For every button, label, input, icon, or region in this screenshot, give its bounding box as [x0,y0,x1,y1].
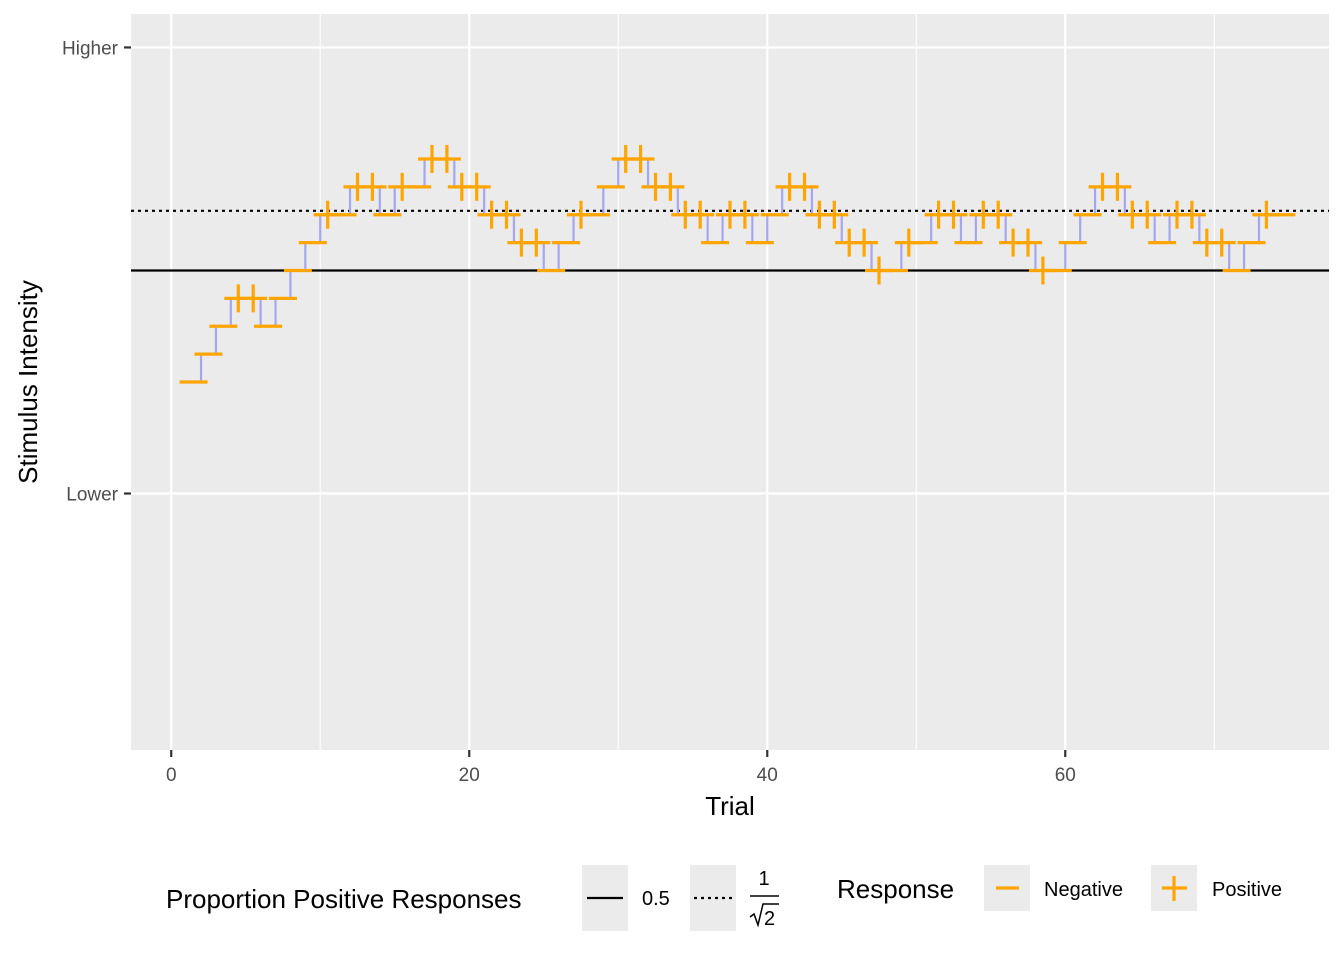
legend-dotted-radicand: 2 [764,908,775,930]
positive-response-mark [239,284,268,313]
x-axis-title: Trial [705,791,755,821]
plot-panel [131,14,1329,750]
minor-gridlines [319,14,1215,750]
reference-lines [131,209,1329,272]
positive-response-mark [984,200,1013,229]
positive-response-mark [492,200,521,229]
y-tick-label: Higher [62,38,119,59]
positive-response-mark [730,200,759,229]
major-gridlines [131,14,1329,750]
positive-response-mark [1133,200,1162,229]
positive-response-mark [1177,200,1206,229]
y-tick-label: Lower [66,485,118,506]
x-tick-label: 0 [166,765,177,786]
x-tick-label: 20 [459,765,480,786]
y-axis: Lower Higher [62,38,131,506]
legend-proportion-title: Proportion Positive Responses [166,884,522,914]
legend-proportion: Proportion Positive Responses 0.5 1 2 [166,865,779,931]
x-tick-label: 60 [1055,765,1076,786]
positive-response-mark [686,200,715,229]
y-axis-title: Stimulus Intensity [13,280,43,484]
legend-dotted-numerator: 1 [758,868,769,890]
positive-response-mark [820,200,849,229]
legend-key-dotted [690,865,736,931]
legend-radical-sign [749,903,779,928]
x-axis: 0 20 40 60 [166,750,1076,786]
positive-response-mark [1207,228,1236,257]
response-marks [179,144,1296,384]
positive-response-mark [656,172,685,201]
positive-response-mark [462,172,491,201]
x-tick-label: 40 [757,765,778,786]
positive-response-mark [850,228,879,257]
legend-negative-label: Negative [1044,879,1123,901]
legend-positive-label: Positive [1212,879,1282,901]
legend-response: Response Negative Positive [837,865,1282,911]
positive-response-mark [939,200,968,229]
positive-response-mark [790,172,819,201]
positive-response-mark [1014,228,1043,257]
positive-response-mark [432,144,461,173]
legend-response-title: Response [837,874,954,904]
positive-response-mark [626,144,655,173]
positive-response-mark [1103,172,1132,201]
legend-solid-label: 0.5 [642,888,670,910]
positive-response-mark [522,228,551,257]
positive-response-mark [358,172,387,201]
